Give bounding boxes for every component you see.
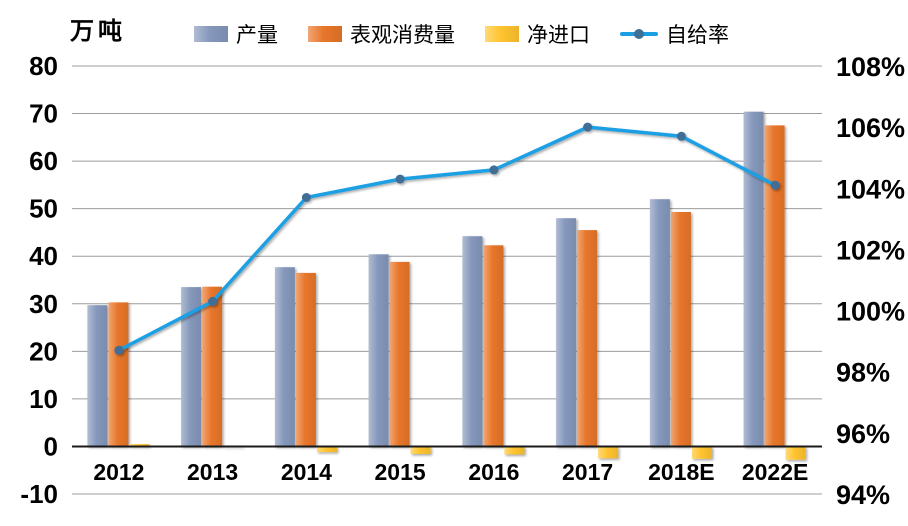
legend-label: 净进口	[527, 24, 590, 47]
right-axis-tick: 108%	[836, 52, 905, 82]
line-marker-2013	[208, 296, 218, 306]
bar-apparent-consumption-2012	[108, 302, 129, 447]
bar-net-imports-2012	[129, 444, 150, 447]
right-axis-tick: 104%	[836, 174, 905, 204]
left-axis-unit-label: 万吨	[70, 18, 126, 45]
left-axis-tick: 40	[29, 241, 58, 271]
apparent-consumption-swatch-icon	[308, 26, 342, 42]
bar-apparent-consumption-2018E	[670, 212, 691, 447]
x-axis-label: 2016	[468, 459, 519, 485]
net-imports-swatch-icon	[485, 26, 519, 42]
left-axis-tick: 20	[29, 336, 58, 366]
right-axis-tick: 96%	[836, 419, 890, 449]
left-axis-tick: -10	[20, 479, 58, 509]
x-axis-label: 2013	[187, 459, 238, 485]
self-sufficiency-line-icon	[620, 29, 658, 39]
bar-net-imports-2018E	[691, 446, 712, 459]
line-marker-2014	[301, 193, 311, 202]
x-axis-label: 2014	[281, 459, 332, 485]
bar-net-imports-2015	[410, 446, 431, 454]
legend-line-marker-dot	[634, 29, 644, 39]
x-axis-label: 2015	[375, 459, 426, 485]
legend-item-apparent-consumption: 表观消费量	[308, 19, 455, 49]
left-axis-tick: 50	[29, 194, 58, 224]
left-axis-tick: 0	[44, 431, 58, 461]
right-axis-tick: 106%	[836, 113, 905, 143]
left-axis-tick: 80	[29, 51, 58, 81]
bar-apparent-consumption-2014	[295, 272, 316, 447]
legend-label: 表观消费量	[350, 24, 455, 47]
x-axis-label: 2017	[562, 459, 613, 485]
production-swatch-icon	[194, 26, 228, 42]
bar-production-2015	[368, 254, 389, 447]
x-axis-label: 2018E	[648, 459, 715, 485]
bar-apparent-consumption-2022E	[764, 125, 785, 447]
bar-production-2017	[556, 218, 577, 447]
line-marker-2012	[114, 345, 124, 355]
legend-item-self-sufficiency: 自给率	[620, 19, 729, 49]
right-axis-tick: 94%	[836, 480, 890, 510]
x-axis-label: 2012	[93, 459, 144, 485]
bar-production-2012	[87, 305, 108, 447]
bars-group	[87, 111, 806, 460]
right-axis-tick: 98%	[836, 358, 890, 388]
x-axis-labels: 2012 2013 2014 2015 2016 2017 2018E 2022E	[93, 459, 808, 485]
line-marker-2018E	[676, 131, 686, 141]
bar-production-2022E	[743, 111, 764, 447]
right-axis-tick: 100%	[836, 297, 905, 327]
left-axis-tick: 70	[29, 99, 58, 129]
bar-production-2016	[462, 236, 483, 447]
line-marker-2022E	[770, 180, 780, 190]
line-marker-2016	[489, 165, 499, 175]
self-sufficiency-line	[117, 125, 777, 353]
bar-apparent-consumption-2013	[202, 286, 223, 447]
left-axis-tick: 60	[29, 146, 58, 176]
bar-production-2013	[181, 287, 202, 447]
bar-apparent-consumption-2016	[483, 245, 504, 447]
bar-production-2014	[274, 267, 295, 447]
legend-item-production: 产量	[194, 19, 278, 49]
legend: 产量 表观消费量 净进口 自给率	[194, 19, 729, 49]
left-axis-tick: 30	[29, 289, 58, 319]
legend-item-net-imports: 净进口	[485, 19, 590, 49]
bar-apparent-consumption-2015	[389, 261, 410, 447]
bar-apparent-consumption-2017	[577, 230, 598, 447]
legend-label: 自给率	[666, 24, 729, 47]
line-marker-2017	[583, 122, 593, 132]
x-axis-label: 2022E	[742, 459, 809, 485]
bar-production-2018E	[649, 199, 670, 447]
line-marker-2015	[395, 174, 405, 184]
self-sufficiency-line-group	[114, 122, 780, 355]
bar-net-imports-2022E	[785, 446, 806, 460]
bar-net-imports-2014	[316, 446, 337, 453]
bar-net-imports-2016	[504, 446, 525, 455]
right-axis-labels: 108% 106% 104% 102% 100% 98% 96% 94%	[836, 52, 905, 510]
right-axis-tick: 102%	[836, 235, 905, 265]
left-axis-labels: 80 70 60 50 40 30 20 10 0 -10	[20, 51, 58, 509]
legend-label: 产量	[236, 24, 278, 47]
bar-net-imports-2017	[598, 446, 619, 459]
left-axis-tick: 10	[29, 384, 58, 414]
